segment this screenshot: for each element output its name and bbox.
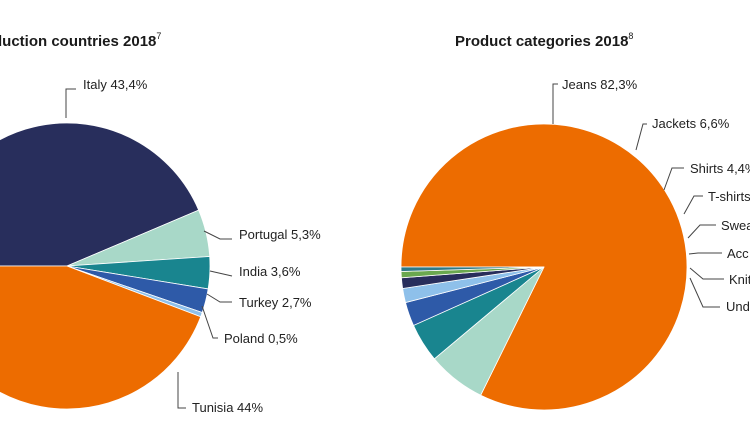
leader-line-india (209, 270, 233, 277)
slice-label-jackets: Jackets 6,6% (652, 116, 730, 131)
slice-label-tunisia: Tunisia 44% (192, 400, 263, 415)
slice-label-poland: Poland 0,5% (224, 331, 298, 346)
slice-label-knit: Knit (729, 272, 750, 287)
leader-line-knit (689, 267, 724, 280)
pie-product-categories: Jeans 82,3% Jackets 6,6% Shirts 4,4% T-shir… (400, 77, 750, 411)
slice-label-t-shirts: T-shirts (708, 189, 750, 204)
leader-line-turkey (206, 293, 232, 303)
pie-slice-tunisia (0, 265, 202, 410)
leader-line-shirts (663, 167, 684, 191)
chart-title-product-categories: Product categories 20188 (455, 31, 633, 50)
slice-label-portugal: Portugal 5,3% (239, 227, 321, 242)
slice-label-italy: Italy 43,4% (83, 77, 148, 92)
leader-line-jackets (635, 123, 647, 151)
leader-line-acc (688, 252, 722, 255)
pie-slice-und (400, 266, 545, 272)
leader-line-sweat (687, 224, 716, 239)
slice-label-und: Und (726, 299, 750, 314)
pie-production-countries: Italy 43,4% Portugal 5,3% India 3,6% Turkey… (0, 77, 321, 415)
slice-label-jeans: Jeans 82,3% (562, 77, 638, 92)
chart-title-production-countries: Production countries 20187 (0, 31, 161, 50)
leader-line-italy (65, 88, 76, 118)
leader-line-portugal (203, 230, 232, 240)
leader-line-tunisia (177, 372, 186, 409)
slice-label-acc: Acc (727, 246, 749, 261)
leader-line-t-shirts (683, 195, 703, 215)
leader-line-jeans (552, 83, 558, 124)
slice-label-sweat: Sweat (721, 218, 750, 233)
slice-label-turkey: Turkey 2,7% (239, 295, 312, 310)
pie-slice-italy (0, 122, 200, 267)
leader-line-und (689, 277, 720, 308)
slice-label-shirts: Shirts 4,4% (690, 161, 750, 176)
slice-label-india: India 3,6% (239, 264, 301, 279)
leader-line-poland (201, 305, 218, 339)
